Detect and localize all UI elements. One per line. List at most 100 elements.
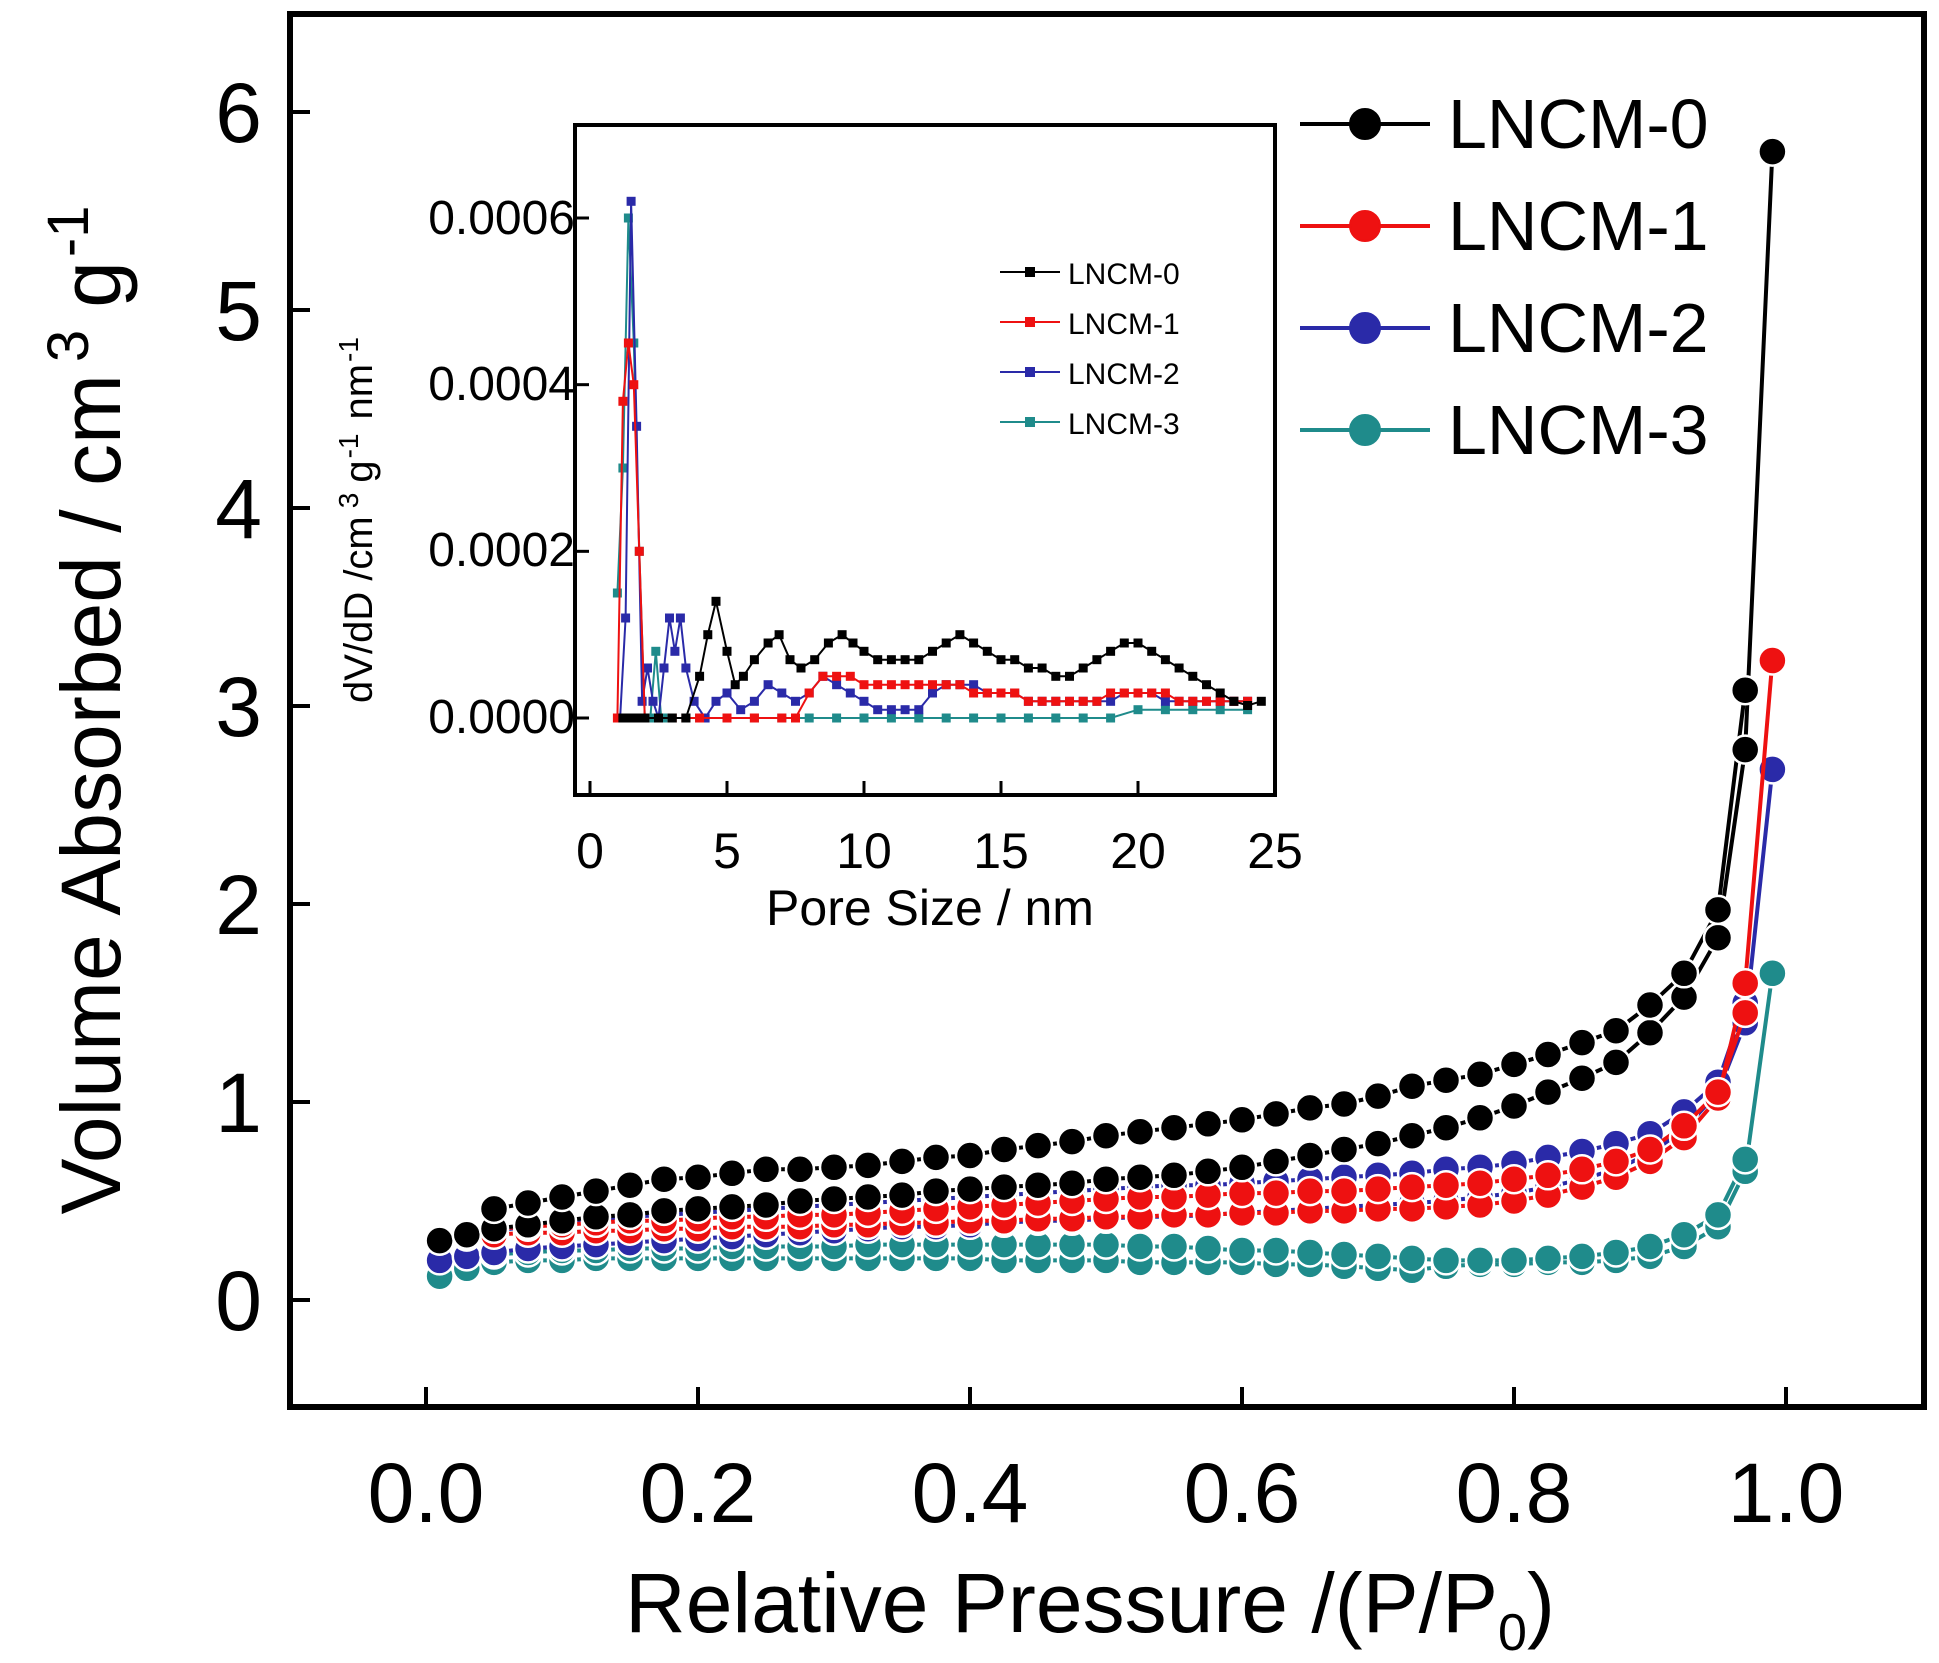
inset-data-point xyxy=(749,696,759,706)
inset-data-point xyxy=(659,663,669,673)
inset-x-axis-title: Pore Size / nm xyxy=(766,880,1094,936)
main-y-tick-label: 0 xyxy=(215,1254,262,1348)
inset-data-point xyxy=(1202,680,1211,690)
main-data-point xyxy=(1328,1239,1360,1270)
main-data-point xyxy=(1566,1062,1598,1094)
main-data-point xyxy=(1634,1134,1666,1165)
inset-data-point xyxy=(969,638,979,648)
inset-data-point xyxy=(1133,638,1143,648)
inset-data-point xyxy=(1119,688,1129,698)
main-data-point xyxy=(784,1154,816,1185)
inset-data-point xyxy=(1133,688,1143,698)
main-legend-entry: LNCM-2 xyxy=(1300,289,1709,367)
inset-data-point xyxy=(651,646,661,656)
inset-legend-entry: LNCM-3 xyxy=(1000,408,1180,441)
inset-data-point xyxy=(1174,696,1184,706)
inset-y-axis-title-sup1: 3 xyxy=(333,493,364,509)
inset-legend-entry: LNCM-1 xyxy=(1000,308,1180,341)
main-data-point xyxy=(1702,1076,1734,1108)
inset-x-tick-label: 5 xyxy=(713,823,741,879)
main-data-point xyxy=(716,1158,748,1189)
inset-data-point xyxy=(654,713,663,723)
inset-data-point xyxy=(1160,655,1170,665)
main-legend-entry: LNCM-3 xyxy=(1300,391,1709,469)
main-y-tick-label: 4 xyxy=(215,462,262,556)
main-data-point xyxy=(1328,1088,1360,1120)
inset-data-point xyxy=(804,688,814,698)
inset-x-tick-label: 0 xyxy=(576,823,604,879)
inset-data-point xyxy=(612,713,622,723)
main-x-tick-label: 0.6 xyxy=(1184,1446,1301,1540)
main-data-point xyxy=(614,1169,646,1201)
main-data-point xyxy=(1328,1175,1360,1207)
inset-data-point xyxy=(695,671,705,681)
inset-data-point xyxy=(859,696,869,706)
inset-data-point xyxy=(774,630,784,640)
inset-data-point xyxy=(1065,671,1074,681)
inset-data-point xyxy=(777,713,787,723)
inset-data-point xyxy=(1010,655,1020,665)
inset-legend-entry: LNCM-2 xyxy=(1000,358,1180,391)
main-x-tick-label: 0.0 xyxy=(368,1446,485,1540)
main-legend-label: LNCM-3 xyxy=(1448,391,1709,469)
main-legend-marker xyxy=(1349,414,1381,446)
main-data-point xyxy=(1566,1027,1598,1058)
main-data-point xyxy=(954,1173,986,1205)
inset-data-point xyxy=(1078,713,1088,723)
inset-data-point xyxy=(623,338,633,348)
main-data-point xyxy=(1464,1167,1496,1199)
inset-data-point xyxy=(941,713,951,723)
inset-data-point xyxy=(722,646,732,656)
inset-x-tick-label: 25 xyxy=(1247,823,1303,879)
inset-data-point xyxy=(873,680,883,690)
inset-data-point xyxy=(818,671,828,681)
inset-data-point xyxy=(629,713,639,723)
main-data-point xyxy=(1396,1171,1428,1203)
main-data-point xyxy=(1430,1169,1462,1201)
main-data-point xyxy=(1702,1199,1734,1231)
inset-x-tick-labels: 0 5 10 15 20 25 xyxy=(576,823,1303,879)
main-data-point xyxy=(1532,1160,1564,1191)
main-data-point xyxy=(1328,1134,1360,1165)
main-data-point xyxy=(886,1146,918,1177)
main-data-point xyxy=(1729,1144,1761,1175)
inset-data-point xyxy=(681,713,691,723)
inset-data-point xyxy=(791,696,800,706)
inset-data-point xyxy=(1147,688,1157,698)
main-x-tick-label: 0.8 xyxy=(1456,1446,1573,1540)
inset-data-point xyxy=(763,638,773,648)
inset-legend-label: LNCM-2 xyxy=(1068,358,1180,391)
main-data-point xyxy=(1757,136,1788,167)
main-data-point xyxy=(451,1219,483,1250)
inset-data-point xyxy=(969,680,979,690)
main-data-point xyxy=(1757,958,1788,989)
inset-data-point xyxy=(618,396,628,406)
main-data-point xyxy=(1396,1120,1428,1151)
main-data-point xyxy=(1634,1231,1666,1262)
inset-data-point xyxy=(634,546,644,556)
inset-data-point xyxy=(722,713,732,723)
main-data-point xyxy=(1294,1175,1326,1207)
inset-data-point xyxy=(785,655,795,665)
inset-data-point xyxy=(1215,688,1225,698)
inset-data-point xyxy=(623,213,633,223)
inset-data-point xyxy=(982,646,992,656)
main-x-tick-label: 0.2 xyxy=(640,1446,757,1540)
inset-data-point xyxy=(1023,696,1033,706)
main-data-point xyxy=(1362,1128,1394,1159)
inset-data-point xyxy=(618,463,628,473)
inset-y-tick-label: 0.0006 xyxy=(428,192,575,245)
inset-legend-label: LNCM-3 xyxy=(1068,408,1180,441)
inset-data-point xyxy=(900,680,910,690)
inset-data-point xyxy=(695,713,705,723)
inset-data-point xyxy=(711,696,721,706)
inset-data-point xyxy=(621,613,631,623)
main-data-point xyxy=(424,1225,455,1256)
main-data-point xyxy=(1668,958,1700,989)
inset-data-point xyxy=(796,663,806,673)
inset-x-tick-label: 10 xyxy=(836,823,892,879)
inset-data-point xyxy=(1160,696,1170,706)
inset-data-point xyxy=(886,705,896,715)
main-data-point xyxy=(1294,1237,1326,1268)
